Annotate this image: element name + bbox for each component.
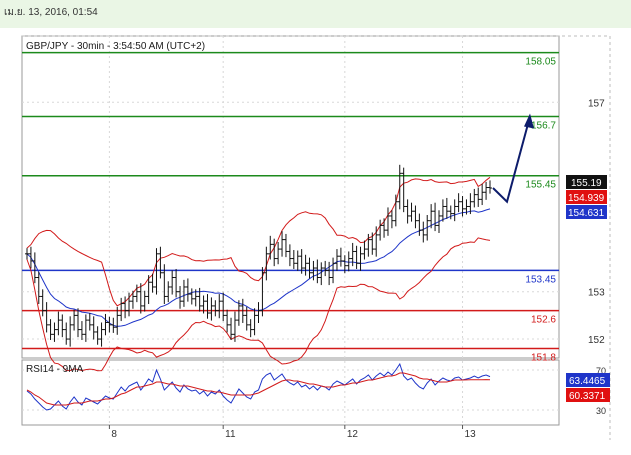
bollinger-upper-line [26,176,491,307]
y-tick-label: 153 [588,288,605,299]
x-tick-label: 11 [225,429,236,440]
current-price-label: 155.19 [571,178,602,189]
level-label: 156.7 [531,121,556,132]
rsi-panel [21,359,560,426]
rsi-value-label: 63.4465 [569,376,606,387]
rsi-title: RSI14 - 9MA [26,364,84,375]
forecast-layer [492,113,534,204]
axis-layer: 152 153 157 30 70 8 11 12 13 [108,98,606,440]
levels-layer: 158.05 156.7 155.45 153.45 152.6 151.8 [22,51,559,364]
rsi-value-badge [566,373,610,387]
x-tick-label: 8 [111,429,117,440]
top-banner: เม.ย. 13, 2016, 01:54 [0,0,631,28]
level-label: 155.45 [525,180,556,191]
rsi-line [26,362,491,411]
x-tick-label: 13 [465,429,477,440]
moving-average-label: 154.631 [568,208,605,219]
y-tick-label: 152 [588,335,605,346]
forecast-arrow-line [492,116,531,204]
price-bars-layer [25,164,492,347]
main-panel [21,35,560,359]
rsi-layer [26,362,491,411]
level-label: 151.8 [531,353,556,364]
rsi-ma-line [26,372,491,406]
bollinger-upper-badge [566,190,607,204]
level-label: 158.05 [525,57,556,68]
bollinger-lower-line [26,237,491,372]
level-label: 152.6 [531,315,556,326]
moving-average-badge [566,205,607,219]
rsi-y-tick-label: 70 [596,366,606,376]
x-tick-label: 12 [347,429,359,440]
rsi-ma-badge [566,388,610,402]
date-time-label: เม.ย. 13, 2016, 01:54 [4,7,98,18]
level-label: 153.45 [525,274,556,285]
bollinger-upper-label: 154.939 [568,193,605,204]
current-price-badge [566,175,607,189]
rsi-y-tick-label: 30 [596,406,606,416]
y-tick-label: 157 [588,98,605,109]
forecast-arrow-head [524,113,534,129]
chart-title: GBP/JPY - 30min - 3:54:50 AM (UTC+2) [26,41,205,52]
rsi-ma-label: 60.3371 [569,391,606,402]
